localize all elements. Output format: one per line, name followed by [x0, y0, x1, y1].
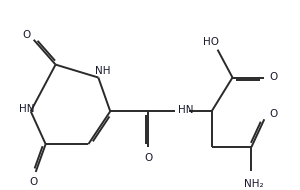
Text: HO: HO [202, 37, 219, 47]
Text: O: O [30, 177, 38, 187]
Text: NH: NH [94, 66, 110, 76]
Text: HN: HN [178, 105, 193, 115]
Text: O: O [269, 109, 278, 119]
Text: NH₂: NH₂ [244, 179, 263, 189]
Text: O: O [269, 71, 278, 82]
Text: O: O [22, 30, 31, 40]
Text: O: O [144, 153, 152, 163]
Text: HN: HN [19, 104, 34, 114]
